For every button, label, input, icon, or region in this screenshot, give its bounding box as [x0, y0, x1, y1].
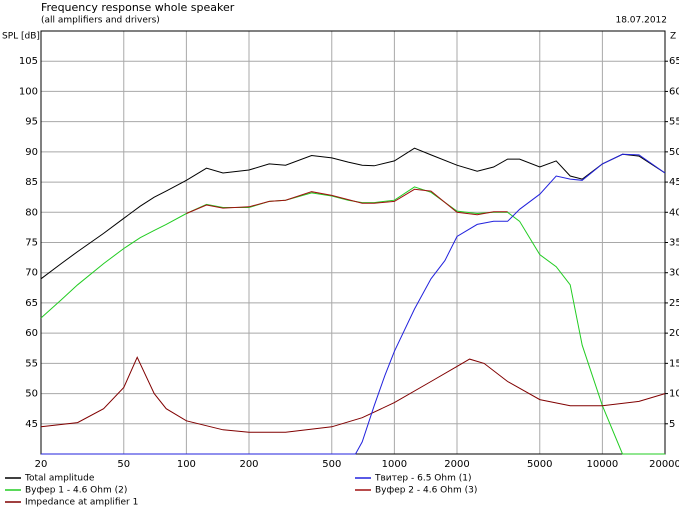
- y-tick-label: 95: [25, 117, 38, 128]
- y-tick-label: 60: [25, 328, 38, 339]
- legend-label: Total amplitude: [24, 474, 95, 484]
- series-line: [40, 147, 666, 280]
- y2-tick-label: 35: [669, 238, 679, 249]
- series-line: [186, 188, 508, 216]
- y2-tick-label: 55: [669, 117, 679, 128]
- x-tick-label: 10000: [586, 459, 618, 470]
- x-tick-label: 5000: [527, 459, 552, 470]
- y-tick-label: 75: [25, 238, 38, 249]
- date: 18.07.2012: [615, 16, 667, 26]
- y2-axis-label: Z: [670, 32, 676, 42]
- y2-tick-label: 50: [669, 147, 679, 158]
- y2-tick-label: 25: [669, 298, 679, 309]
- y-tick-label: 100: [19, 86, 38, 97]
- x-tick-label: 1000: [382, 459, 407, 470]
- chart-title: Frequency response whole speaker: [41, 1, 235, 14]
- y2-tick-label: 45: [669, 177, 679, 188]
- y2-tick-label: 5: [669, 419, 675, 430]
- y-tick-label: 85: [25, 177, 38, 188]
- legend-label: Вуфер 1 - 4.6 Ohm (2): [25, 486, 127, 496]
- y2-tick-label: 65: [669, 56, 679, 67]
- x-tick-label: 20: [35, 459, 48, 470]
- x-tick-label: 50: [117, 459, 130, 470]
- x-tick-label: 200: [239, 459, 258, 470]
- series-line: [40, 356, 666, 433]
- y-tick-label: 50: [25, 389, 38, 400]
- x-tick-label: 2000: [444, 459, 469, 470]
- legend-label: Вуфер 2 - 4.6 Ohm (3): [375, 486, 477, 496]
- y2-tick-label: 10: [669, 389, 679, 400]
- y-axis-label: SPL [dB]: [2, 32, 40, 42]
- y2-tick-label: 40: [669, 207, 679, 218]
- y2-tick-label: 60: [669, 86, 679, 97]
- series-line: [41, 153, 666, 455]
- x-tick-label: 100: [177, 459, 196, 470]
- chart-subtitle: (all amplifiers and drivers): [41, 16, 160, 26]
- y2-tick-label: 20: [669, 328, 679, 339]
- x-tick-label: 20000: [649, 459, 679, 470]
- y-tick-label: 45: [25, 419, 38, 430]
- legend-label: Impedance at amplifier 1: [25, 498, 138, 507]
- y-tick-label: 70: [25, 268, 38, 279]
- y-tick-label: 90: [25, 147, 38, 158]
- x-tick-label: 500: [322, 459, 341, 470]
- legend-label: Твитер - 6.5 Ohm (1): [374, 474, 471, 484]
- y-tick-label: 55: [25, 358, 38, 369]
- y-tick-label: 65: [25, 298, 38, 309]
- y2-tick-label: 15: [669, 358, 679, 369]
- y2-tick-label: 30: [669, 268, 679, 279]
- series-line: [40, 186, 665, 455]
- y-tick-label: 80: [25, 207, 38, 218]
- y-tick-label: 105: [19, 56, 38, 67]
